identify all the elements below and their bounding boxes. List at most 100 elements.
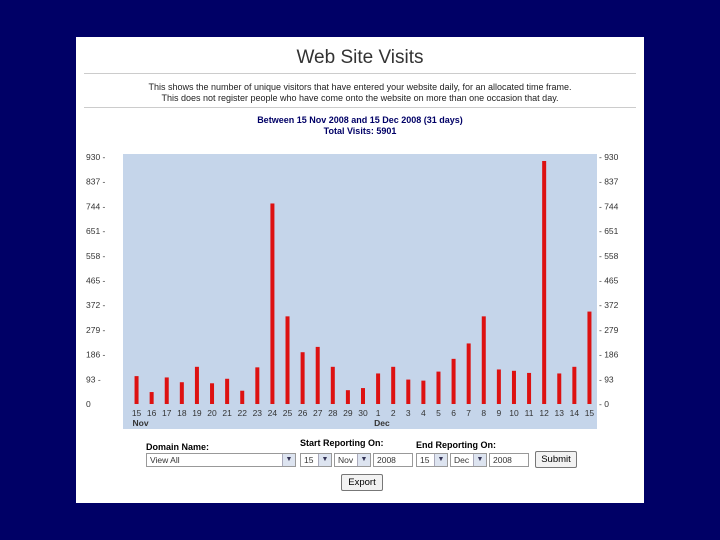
- bar-19: [421, 380, 426, 404]
- bar-13: [330, 366, 335, 404]
- y-tick-left: 837 -: [86, 177, 106, 187]
- start-day-value: 15: [304, 455, 314, 465]
- x-tick-label: 23: [253, 408, 263, 418]
- x-tick-label: 2: [391, 408, 396, 418]
- x-tick-label: 1: [376, 408, 381, 418]
- bar-15: [361, 388, 365, 404]
- description-line-2: This does not register people who have c…: [161, 93, 559, 103]
- x-tick-label: 13: [555, 408, 565, 418]
- chevron-down-icon: ▼: [473, 454, 486, 466]
- y-tick-left: 744 -: [86, 201, 106, 211]
- x-tick-label: 15: [585, 408, 595, 418]
- chevron-down-icon: ▼: [282, 454, 295, 466]
- x-tick-label: 22: [237, 408, 247, 418]
- bar-23: [481, 316, 486, 404]
- y-tick-left: 93 -: [86, 374, 101, 384]
- y-tick-left: 930 -: [86, 152, 106, 162]
- bar-5: [210, 383, 215, 404]
- y-tick-right: - 0: [599, 399, 609, 409]
- bar-25: [511, 370, 516, 404]
- x-tick-label: 7: [466, 408, 471, 418]
- page-title: Web Site Visits: [296, 47, 424, 68]
- y-tick-right: - 558: [599, 251, 619, 261]
- x-tick-label: 21: [222, 408, 232, 418]
- bar-8: [255, 367, 260, 404]
- bar-28: [557, 373, 562, 404]
- bar-series: [134, 160, 592, 404]
- x-tick-label: 19: [192, 408, 202, 418]
- bar-3: [179, 382, 184, 404]
- x-tick-label: 28: [328, 408, 338, 418]
- y-tick-right: - 186: [599, 350, 619, 360]
- domain-name-label: Domain Name:: [146, 442, 210, 452]
- bar-21: [451, 358, 456, 404]
- bar-9: [270, 203, 275, 404]
- x-tick-label: 29: [343, 408, 353, 418]
- submit-button[interactable]: Submit: [535, 451, 577, 468]
- y-tick-left: 279 -: [86, 325, 106, 335]
- date-range-subtitle: Between 15 Nov 2008 and 15 Dec 2008 (31 …: [257, 115, 463, 125]
- end-reporting-label: End Reporting On:: [416, 440, 496, 450]
- end-month-value: Dec: [454, 455, 470, 465]
- x-tick-label: 8: [481, 408, 486, 418]
- x-tick-label: 14: [570, 408, 580, 418]
- export-button[interactable]: Export: [341, 474, 383, 491]
- month-label: Dec: [374, 418, 390, 428]
- start-month-value: Nov: [338, 455, 354, 465]
- x-tick-label: 6: [451, 408, 456, 418]
- end-year-input[interactable]: 2008: [489, 453, 529, 467]
- start-year-input[interactable]: 2008: [373, 453, 413, 467]
- y-tick-right: - 372: [599, 300, 619, 310]
- x-axis: 15 16 17 18 19 20 21 22 23 24 25 26 27 28 29 30 1 2 3 4 5 6 7 8…: [132, 408, 595, 428]
- y-tick-right: - 93: [599, 374, 614, 384]
- chevron-down-icon: ▼: [434, 454, 447, 466]
- total-visits: Total Visits: 5901: [323, 126, 397, 136]
- y-axis-right: - 930 - 837 - 744 - 651 - 558 - 465 - 372 - 279…: [599, 152, 619, 409]
- y-tick-left: 186 -: [86, 350, 106, 360]
- start-reporting-label: Start Reporting On:: [300, 438, 384, 448]
- bar-26: [527, 372, 532, 404]
- x-tick-label: 4: [421, 408, 426, 418]
- x-tick-label: 12: [539, 408, 549, 418]
- bar-4: [194, 366, 199, 404]
- x-tick-label: 27: [313, 408, 323, 418]
- domain-select-value: View All: [150, 455, 180, 465]
- plot-area: [123, 154, 597, 429]
- bar-7: [240, 390, 245, 404]
- end-month-select[interactable]: Dec ▼: [450, 453, 487, 467]
- x-tick-label: 30: [358, 408, 368, 418]
- y-tick-right: - 930: [599, 152, 619, 162]
- x-tick-label: 26: [298, 408, 308, 418]
- domain-select[interactable]: View All ▼: [146, 453, 296, 467]
- x-tick-label: 16: [147, 408, 157, 418]
- description-divider: [84, 107, 636, 108]
- bar-18: [406, 379, 411, 404]
- bar-20: [436, 371, 441, 404]
- visits-chart: 930 -837 -744 -651 -558 -465 -372 -279 -…: [86, 152, 619, 429]
- bar-10: [285, 316, 290, 404]
- x-tick-label: 25: [283, 408, 293, 418]
- month-label: Nov: [133, 418, 149, 428]
- x-tick-label: 24: [268, 408, 278, 418]
- x-tick-label: 18: [177, 408, 187, 418]
- x-tick-label: 3: [406, 408, 411, 418]
- y-tick-right: - 465: [599, 276, 619, 286]
- x-tick-label: 11: [525, 408, 534, 418]
- bar-24: [496, 369, 501, 404]
- x-tick-label: 15: [132, 408, 142, 418]
- chevron-down-icon: ▼: [357, 454, 370, 466]
- y-tick-left: 465 -: [86, 276, 106, 286]
- x-tick-label: 5: [436, 408, 441, 418]
- bar-12: [315, 346, 320, 404]
- bar-22: [466, 343, 471, 404]
- end-day-select[interactable]: 15 ▼: [416, 453, 448, 467]
- y-tick-left: 651 -: [86, 226, 106, 236]
- y-tick-left: 0: [86, 399, 91, 409]
- x-tick-label: 17: [162, 408, 172, 418]
- start-day-select[interactable]: 15 ▼: [300, 453, 332, 467]
- bar-2: [164, 377, 169, 404]
- start-month-select[interactable]: Nov ▼: [334, 453, 371, 467]
- y-tick-right: - 744: [599, 201, 619, 211]
- x-tick-label: 10: [509, 408, 519, 418]
- bar-14: [345, 390, 350, 404]
